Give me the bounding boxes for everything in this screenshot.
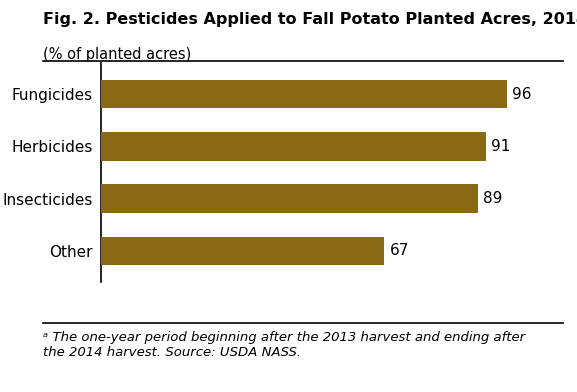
Bar (101, 80, 507, 109)
Text: ᵃ The one-year period beginning after the 2013 harvest and ending after
the 2014: ᵃ The one-year period beginning after th… (43, 331, 526, 359)
Bar (101, 184, 478, 213)
Text: 96: 96 (512, 87, 532, 102)
Text: 91: 91 (491, 139, 511, 154)
Bar (101, 236, 384, 265)
Text: Fig. 2. Pesticides Applied to Fall Potato Planted Acres, 2014 Crop Year: Fig. 2. Pesticides Applied to Fall Potat… (43, 12, 577, 27)
Text: (% of planted acres): (% of planted acres) (43, 47, 192, 62)
Text: 89: 89 (482, 191, 502, 206)
Text: 67: 67 (389, 243, 409, 258)
Bar (101, 132, 486, 161)
